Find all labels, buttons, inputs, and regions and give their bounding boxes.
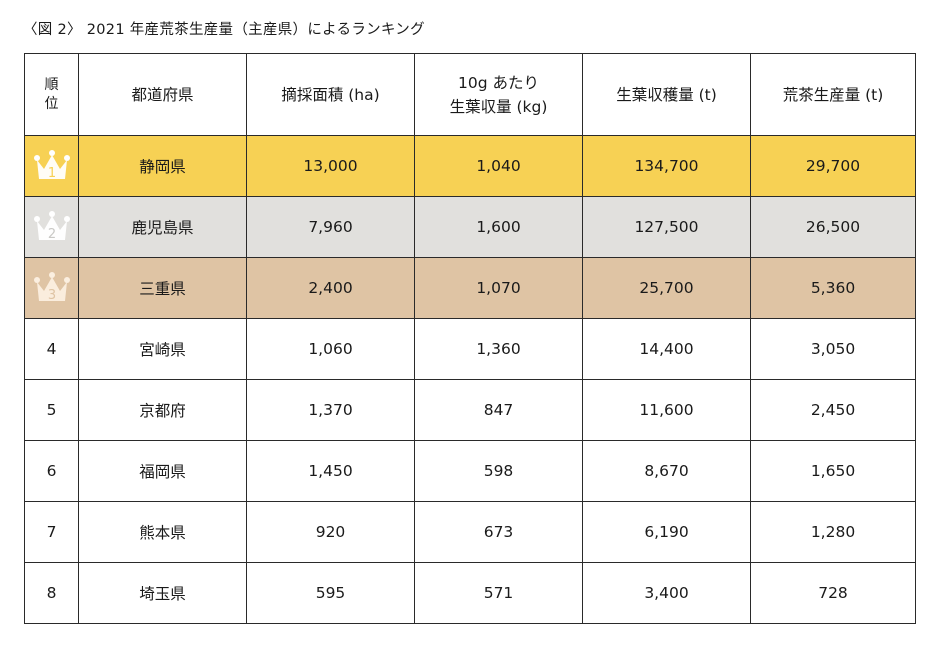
rank-cell: 6 <box>24 440 79 502</box>
harvest-cell: 134,700 <box>582 135 751 197</box>
harvest-cell: 14,400 <box>582 318 751 380</box>
rank-cell: 7 <box>24 501 79 563</box>
header-yield-line1: 10g あたり <box>458 73 539 92</box>
harvest-cell: 8,670 <box>582 440 751 502</box>
prefecture-cell: 鹿児島県 <box>78 196 247 258</box>
yield-cell: 598 <box>414 440 583 502</box>
crown-rank-number: 3 <box>47 288 55 303</box>
rank-cell: 2 <box>24 196 79 258</box>
prefecture-cell: 福岡県 <box>78 440 247 502</box>
harvest-cell: 11,600 <box>582 379 751 441</box>
area-cell: 7,960 <box>246 196 415 258</box>
ranking-table: 順 位 都道府県 摘採面積 (ha) 10g あたり 生葉収量 (kg) 生葉収… <box>24 53 916 624</box>
yield-cell: 1,600 <box>414 196 583 258</box>
figure-caption: 〈図 2〉 2021 年産荒茶生産量（主産県）によるランキング <box>23 22 425 38</box>
rank-number: 4 <box>46 340 57 358</box>
yield-cell: 673 <box>414 501 583 563</box>
production-cell: 5,360 <box>750 257 916 319</box>
gold-crown-icon: 1 <box>33 150 70 181</box>
header-rank-line1: 順 <box>44 76 59 93</box>
bronze-crown-icon: 3 <box>33 272 70 303</box>
crown-rank-number: 2 <box>47 227 55 242</box>
production-cell: 26,500 <box>750 196 916 258</box>
rank-cell: 5 <box>24 379 79 441</box>
rank-cell: 3 <box>24 257 79 319</box>
prefecture-cell: 静岡県 <box>78 135 247 197</box>
table-row: 3 三重県 2,400 1,070 25,700 5,360 <box>24 257 916 319</box>
area-cell: 13,000 <box>246 135 415 197</box>
harvest-cell: 25,700 <box>582 257 751 319</box>
yield-cell: 1,360 <box>414 318 583 380</box>
prefecture-cell: 埼玉県 <box>78 562 247 624</box>
harvest-cell: 3,400 <box>582 562 751 624</box>
header-rank-line2: 位 <box>44 95 59 112</box>
rank-cell: 8 <box>24 562 79 624</box>
production-cell: 1,280 <box>750 501 916 563</box>
area-cell: 1,450 <box>246 440 415 502</box>
table-row: 2 鹿児島県 7,960 1,600 127,500 26,500 <box>24 196 916 258</box>
table-row: 8 埼玉県 595 571 3,400 728 <box>24 562 916 624</box>
silver-crown-icon: 2 <box>33 211 70 242</box>
area-cell: 595 <box>246 562 415 624</box>
rank-cell: 4 <box>24 318 79 380</box>
header-row: 順 位 都道府県 摘採面積 (ha) 10g あたり 生葉収量 (kg) 生葉収… <box>24 53 916 136</box>
production-cell: 1,650 <box>750 440 916 502</box>
table-row: 7 熊本県 920 673 6,190 1,280 <box>24 501 916 563</box>
harvest-cell: 6,190 <box>582 501 751 563</box>
area-cell: 1,370 <box>246 379 415 441</box>
harvest-cell: 127,500 <box>582 196 751 258</box>
prefecture-cell: 京都府 <box>78 379 247 441</box>
table-row: 4 宮崎県 1,060 1,360 14,400 3,050 <box>24 318 916 380</box>
yield-cell: 847 <box>414 379 583 441</box>
production-cell: 29,700 <box>750 135 916 197</box>
rank-number: 5 <box>46 401 57 419</box>
table-row: 1 静岡県 13,000 1,040 134,700 29,700 <box>24 135 916 197</box>
header-yield-line2: 生葉収量 (kg) <box>449 97 548 116</box>
rank-number: 7 <box>46 523 57 541</box>
header-prefecture: 都道府県 <box>78 53 247 136</box>
production-cell: 3,050 <box>750 318 916 380</box>
prefecture-cell: 熊本県 <box>78 501 247 563</box>
area-cell: 1,060 <box>246 318 415 380</box>
header-yield: 10g あたり 生葉収量 (kg) <box>414 53 583 136</box>
rank-number: 6 <box>46 462 57 480</box>
header-production: 荒茶生産量 (t) <box>750 53 916 136</box>
prefecture-cell: 宮崎県 <box>78 318 247 380</box>
header-area: 摘採面積 (ha) <box>246 53 415 136</box>
rank-number: 8 <box>46 584 57 602</box>
table-row: 5 京都府 1,370 847 11,600 2,450 <box>24 379 916 441</box>
area-cell: 2,400 <box>246 257 415 319</box>
header-rank: 順 位 <box>24 53 79 136</box>
production-cell: 2,450 <box>750 379 916 441</box>
production-cell: 728 <box>750 562 916 624</box>
prefecture-cell: 三重県 <box>78 257 247 319</box>
yield-cell: 1,040 <box>414 135 583 197</box>
header-harvest: 生葉収穫量 (t) <box>582 53 751 136</box>
yield-cell: 1,070 <box>414 257 583 319</box>
area-cell: 920 <box>246 501 415 563</box>
table-row: 6 福岡県 1,450 598 8,670 1,650 <box>24 440 916 502</box>
yield-cell: 571 <box>414 562 583 624</box>
rank-cell: 1 <box>24 135 79 197</box>
crown-rank-number: 1 <box>47 166 55 181</box>
